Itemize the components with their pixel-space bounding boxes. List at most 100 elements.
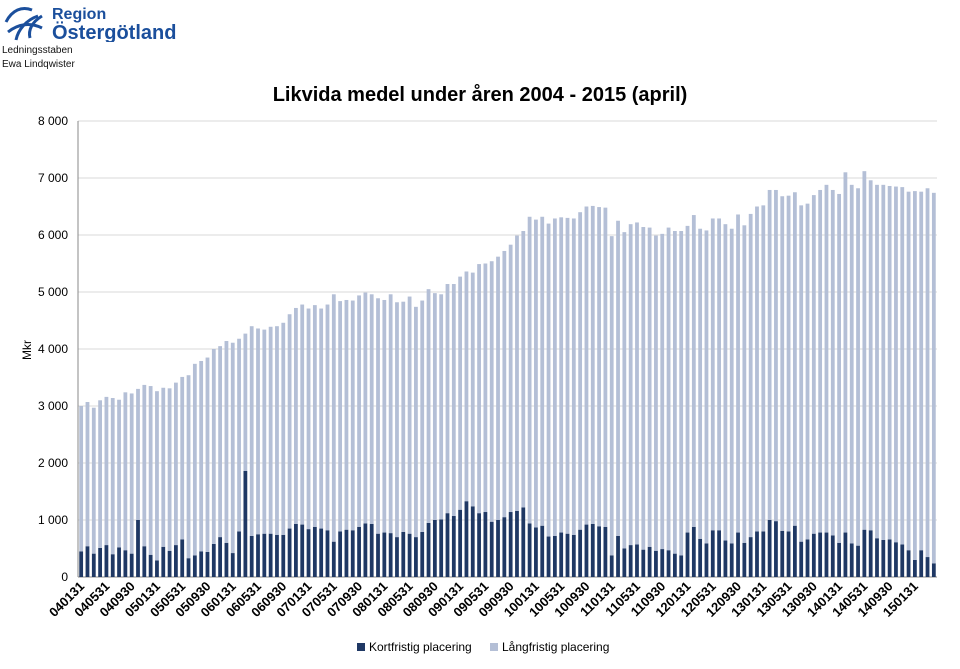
bar-langfristig [186,375,191,559]
bar-langfristig [856,188,860,546]
bar-kortfristig [224,542,229,577]
chart-title: Likvida medel under åren 2004 - 2015 (ap… [273,83,688,106]
bar-langfristig [647,227,652,547]
bar-langfristig [502,250,507,518]
bar-kortfristig [451,516,456,577]
bar-kortfristig [515,510,519,577]
bar-langfristig [281,322,286,535]
bar-kortfristig [780,530,785,577]
bar-kortfristig [142,546,147,577]
bar-langfristig [691,215,696,527]
bar-langfristig [306,308,311,530]
bar-kortfristig [294,523,298,577]
bar-langfristig [552,218,557,536]
bar-langfristig [338,301,343,532]
bar-kortfristig [376,533,380,577]
bar-kortfristig [597,526,601,577]
bar-kortfristig [717,530,721,577]
bar-kortfristig [552,535,557,577]
bar-langfristig [123,392,128,551]
bar-langfristig [717,218,721,531]
bar-langfristig [268,326,273,534]
bar-kortfristig [894,542,898,577]
legend: Kortfristig placering Långfristig placer… [357,640,609,654]
bar-langfristig [843,172,848,533]
bar-langfristig [256,328,260,535]
bar-kortfristig [268,533,273,577]
bar-langfristig [559,217,564,533]
bar-kortfristig [843,532,848,577]
bar-kortfristig [350,530,355,577]
y-tick-label: 0 [61,570,68,584]
bar-kortfristig [445,513,450,577]
bar-langfristig [755,206,759,532]
bar-langfristig [388,294,393,534]
bar-kortfristig [578,529,583,577]
bar-langfristig [275,326,279,535]
bar-langfristig [818,189,823,533]
bar-kortfristig [698,538,703,577]
bar-kortfristig [502,517,507,577]
department-label: Ledningsstaben [2,45,73,56]
bar-kortfristig [496,520,500,577]
bar-langfristig [331,294,336,542]
bar-kortfristig [319,528,324,577]
bar-langfristig [489,261,494,522]
logo-text-region: Region [52,6,106,23]
bar-langfristig [470,272,475,507]
bar-kortfristig [174,545,178,577]
bar-langfristig [906,191,911,551]
bar-langfristig [534,219,538,528]
bar-kortfristig [382,532,387,577]
bar-kortfristig [654,550,658,577]
bar-langfristig [205,357,210,552]
bar-kortfristig [622,548,627,577]
bar-kortfristig [559,532,564,577]
bar-kortfristig [256,534,260,577]
bar-kortfristig [483,512,488,577]
bar-langfristig [363,292,368,524]
bar-langfristig [369,294,374,524]
bar-kortfristig [262,533,267,577]
bar-kortfristig [123,550,128,577]
bar-kortfristig [628,545,633,577]
bar-langfristig [192,363,197,556]
bar-kortfristig [98,547,103,577]
bar-langfristig [180,376,185,540]
bar-kortfristig [281,534,286,577]
bar-langfristig [287,314,292,529]
bar-langfristig [654,235,658,551]
bar-langfristig [414,306,418,538]
bar-langfristig [401,301,406,532]
bar-langfristig [312,305,317,527]
bar-langfristig [91,407,96,554]
y-tick-label: 4 000 [38,342,68,356]
bar-kortfristig [199,551,204,577]
bar-langfristig [527,216,532,524]
bar-kortfristig [685,532,690,577]
y-axis-label: Mkr [20,340,34,360]
bar-langfristig [900,187,905,545]
bar-kortfristig [729,543,734,577]
bar-kortfristig [862,529,867,577]
bar-kortfristig [811,533,816,577]
bar-langfristig [117,399,121,548]
bar-langfristig [477,264,481,514]
bar-kortfristig [786,531,791,577]
bar-kortfristig [571,534,576,577]
bar-kortfristig [148,554,153,577]
bar-kortfristig [616,535,620,577]
legend-swatch-short [357,643,365,651]
bars [79,171,936,577]
y-tick-labels: 0 1 000 2 000 3 000 4 000 5 000 6 000 7 000 8 00… [38,114,68,584]
bar-langfristig [736,214,740,533]
bar-kortfristig [363,523,368,577]
bar-langfristig [597,207,601,527]
bar-kortfristig [477,513,481,577]
bar-langfristig [211,349,216,544]
bar-kortfristig [792,525,797,577]
bar-kortfristig [647,546,652,577]
bar-langfristig [508,244,513,513]
bar-langfristig [496,256,500,520]
